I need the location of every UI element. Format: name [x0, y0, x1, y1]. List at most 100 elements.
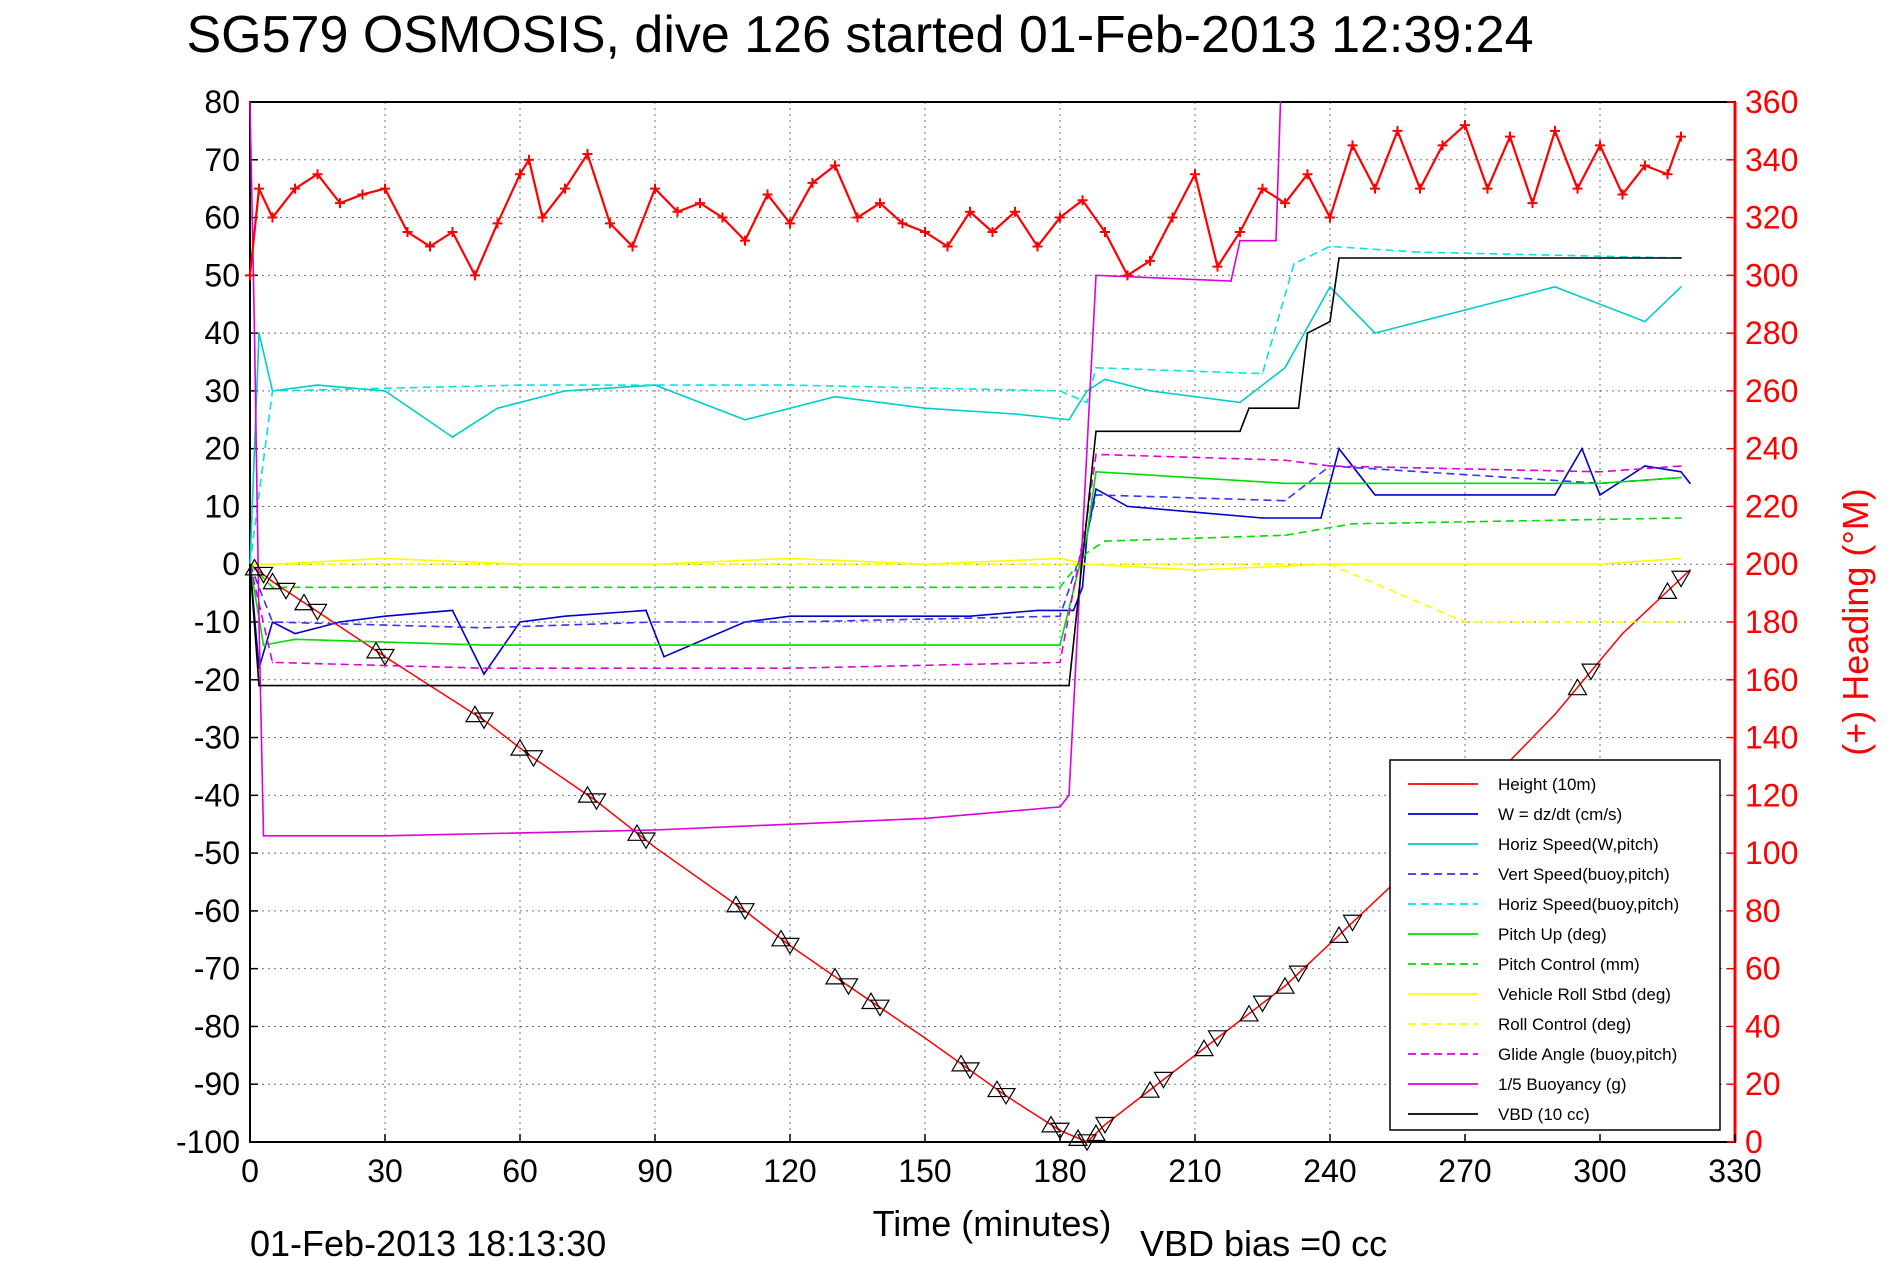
series-point-11 — [1059, 684, 1061, 687]
y-tick-label: -40 — [194, 777, 240, 813]
series-point-5 — [1329, 482, 1331, 485]
x-tick-label: 60 — [502, 1153, 538, 1189]
y-tick-label: 10 — [204, 488, 240, 524]
heading-segment — [1036, 216, 1061, 248]
down-triangle-marker — [1049, 1122, 1071, 1140]
y-tick-label: 60 — [204, 200, 240, 236]
series-point-1 — [1374, 494, 1376, 496]
heading-point — [312, 169, 323, 180]
down-triangle-marker — [307, 603, 328, 621]
heading-segment — [856, 202, 881, 219]
series-point-5 — [483, 644, 485, 646]
series-point-11 — [262, 684, 265, 687]
series-point-11 — [1680, 257, 1682, 259]
series-point-10 — [1275, 239, 1277, 242]
series-point-6 — [1086, 551, 1088, 554]
down-triangle-marker — [473, 712, 495, 730]
heading-segment — [924, 231, 949, 248]
y-tick-label: 40 — [204, 315, 240, 351]
up-triangle-marker — [725, 895, 747, 913]
series-line-8 — [250, 563, 1681, 623]
series-point-4 — [1086, 401, 1088, 404]
up-triangle-marker — [244, 558, 265, 576]
heading-segment — [969, 210, 994, 233]
series-point-6 — [1351, 522, 1354, 525]
series-point-1 — [519, 621, 521, 623]
x-tick-label: 270 — [1438, 1153, 1491, 1189]
series-point-1 — [1261, 517, 1264, 519]
down-triangle-marker — [275, 582, 297, 600]
up-triangle-marker — [860, 992, 882, 1010]
legend-label-11: VBD (10 cc) — [1498, 1105, 1590, 1124]
series-point-10 — [924, 817, 926, 820]
series-point-2 — [384, 390, 386, 392]
series-point-10 — [249, 101, 251, 103]
y-tick-label: -10 — [194, 604, 240, 640]
series-point-5 — [262, 644, 265, 646]
series-point-1 — [1464, 494, 1466, 496]
series-point-10 — [1095, 274, 1097, 277]
down-triangle-marker — [869, 999, 891, 1017]
series-point-7 — [1680, 557, 1682, 560]
y-tick-label: -100 — [176, 1124, 240, 1160]
series-point-0 — [1284, 985, 1286, 987]
series-point-1 — [564, 615, 566, 618]
series-point-1 — [879, 615, 881, 618]
heading-segment — [1621, 164, 1646, 196]
heading-segment — [699, 202, 724, 219]
y-right-tick-label: 20 — [1745, 1066, 1781, 1102]
series-point-9 — [483, 667, 485, 670]
series-point-0 — [1351, 921, 1354, 924]
series-line-5 — [249, 470, 1682, 647]
x-tick-label: 150 — [898, 1153, 951, 1189]
heading-segment — [586, 153, 612, 224]
series-point-0 — [847, 985, 850, 987]
y-right-tick-label: 160 — [1745, 662, 1798, 698]
heading-segment — [564, 153, 589, 190]
heading-point — [1460, 120, 1470, 131]
y-tick-label: 30 — [204, 373, 240, 409]
series-point-0 — [924, 1037, 926, 1039]
heading-segment — [1666, 136, 1683, 175]
series-point-2 — [1284, 366, 1286, 369]
heading-segment — [1014, 211, 1039, 248]
up-triangle-marker — [1328, 925, 1350, 943]
series-point-3 — [1095, 494, 1097, 496]
series-point-7 — [384, 557, 386, 560]
series-point-4 — [1329, 245, 1331, 248]
heading-segment — [1216, 231, 1241, 268]
series-point-7 — [1194, 569, 1196, 571]
series-point-3 — [271, 621, 274, 623]
legend-label-4: Horiz Speed(buoy,pitch) — [1498, 895, 1679, 914]
heading-segment — [1553, 130, 1579, 190]
series-point-2 — [451, 436, 454, 438]
series-point-1 — [1680, 470, 1682, 473]
y-tick-label: -90 — [194, 1066, 240, 1102]
y-right-tick-label: 80 — [1745, 893, 1781, 929]
up-triangle-marker — [1193, 1039, 1215, 1057]
series-point-2 — [1329, 286, 1331, 288]
series-point-2 — [1644, 320, 1646, 323]
heading-segment — [1419, 144, 1444, 190]
up-triangle-marker — [1085, 1124, 1107, 1142]
heading-point — [875, 198, 885, 209]
series-point-4 — [1293, 262, 1295, 265]
series-point-1 — [339, 621, 341, 623]
heading-segment — [1104, 231, 1129, 276]
up-triangle-marker — [509, 738, 531, 756]
series-point-2 — [744, 418, 746, 421]
series-line-4 — [249, 245, 1682, 565]
series-point-0 — [1216, 1037, 1219, 1039]
heading-segment — [946, 211, 971, 248]
series-point-1 — [1338, 447, 1340, 450]
heading-segment — [541, 187, 566, 219]
series-point-0 — [1689, 569, 1691, 571]
up-triangle-marker — [464, 705, 486, 723]
heading-segment — [654, 187, 679, 213]
heading-segment — [271, 187, 296, 219]
legend-label-10: 1/5 Buoyancy (g) — [1498, 1075, 1627, 1094]
up-triangle-marker — [293, 593, 315, 611]
series-point-0 — [1086, 1141, 1088, 1143]
up-triangle-marker — [770, 929, 792, 947]
